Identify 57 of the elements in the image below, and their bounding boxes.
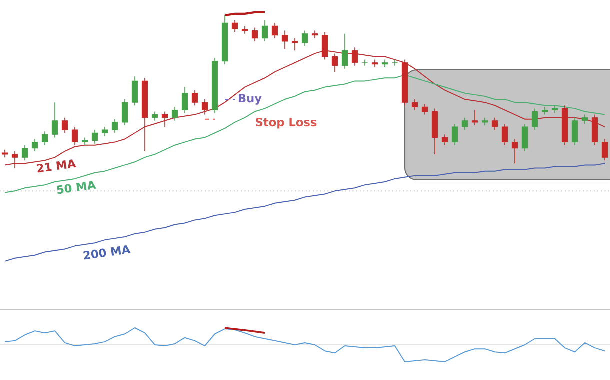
candlestick xyxy=(492,117,498,130)
candlestick xyxy=(152,111,158,122)
candlestick xyxy=(192,90,198,106)
candlestick xyxy=(82,137,88,146)
candlestick xyxy=(392,59,398,66)
text: Stop Loss xyxy=(256,118,317,129)
candlestick xyxy=(52,102,58,138)
candlestick xyxy=(352,47,358,66)
candlestick xyxy=(132,76,138,106)
candlestick xyxy=(22,144,28,162)
candlestick xyxy=(112,118,118,134)
candlestick xyxy=(422,104,428,116)
candlestick xyxy=(362,59,368,66)
candlestick xyxy=(512,138,518,164)
candlestick xyxy=(412,99,418,111)
candlestick xyxy=(162,111,168,128)
candlestick xyxy=(322,32,328,60)
candlestick xyxy=(12,151,18,169)
candlestick xyxy=(602,138,608,162)
candlestick xyxy=(92,130,98,144)
candlestick xyxy=(312,30,318,39)
candlestick xyxy=(532,108,538,130)
candlestick xyxy=(232,20,238,33)
candlestick xyxy=(582,114,588,124)
candlestick xyxy=(292,38,298,52)
candlestick xyxy=(42,131,48,146)
candlestick xyxy=(252,27,258,42)
candlestick xyxy=(102,126,108,137)
candlestick xyxy=(182,86,188,114)
series-label: Buy xyxy=(238,94,262,105)
candlestick xyxy=(342,33,348,70)
candlestick xyxy=(522,124,528,152)
text: 200 MA xyxy=(84,246,131,260)
candlestick xyxy=(372,59,378,68)
candlestick xyxy=(172,106,178,122)
candlestick xyxy=(452,124,458,146)
candlestick xyxy=(242,26,248,34)
text: 50 MA xyxy=(57,180,96,194)
candlestick xyxy=(552,105,558,114)
candlestick xyxy=(72,126,78,146)
candlestick xyxy=(262,20,268,42)
text: 21 MA xyxy=(36,160,76,173)
candlestick xyxy=(462,117,468,130)
candlestick xyxy=(122,99,128,126)
candlestick xyxy=(272,22,278,39)
candlestick xyxy=(62,117,68,134)
candlestick xyxy=(32,138,38,152)
candlestick xyxy=(282,30,288,50)
candlestick xyxy=(302,30,308,46)
candlestick xyxy=(472,110,478,126)
candlestick xyxy=(502,124,508,146)
candlestick xyxy=(202,99,208,116)
candlestick xyxy=(442,134,448,146)
candlestick xyxy=(382,59,388,68)
candlestick xyxy=(542,106,548,116)
candlestick xyxy=(332,53,338,72)
candlestick xyxy=(572,117,578,146)
